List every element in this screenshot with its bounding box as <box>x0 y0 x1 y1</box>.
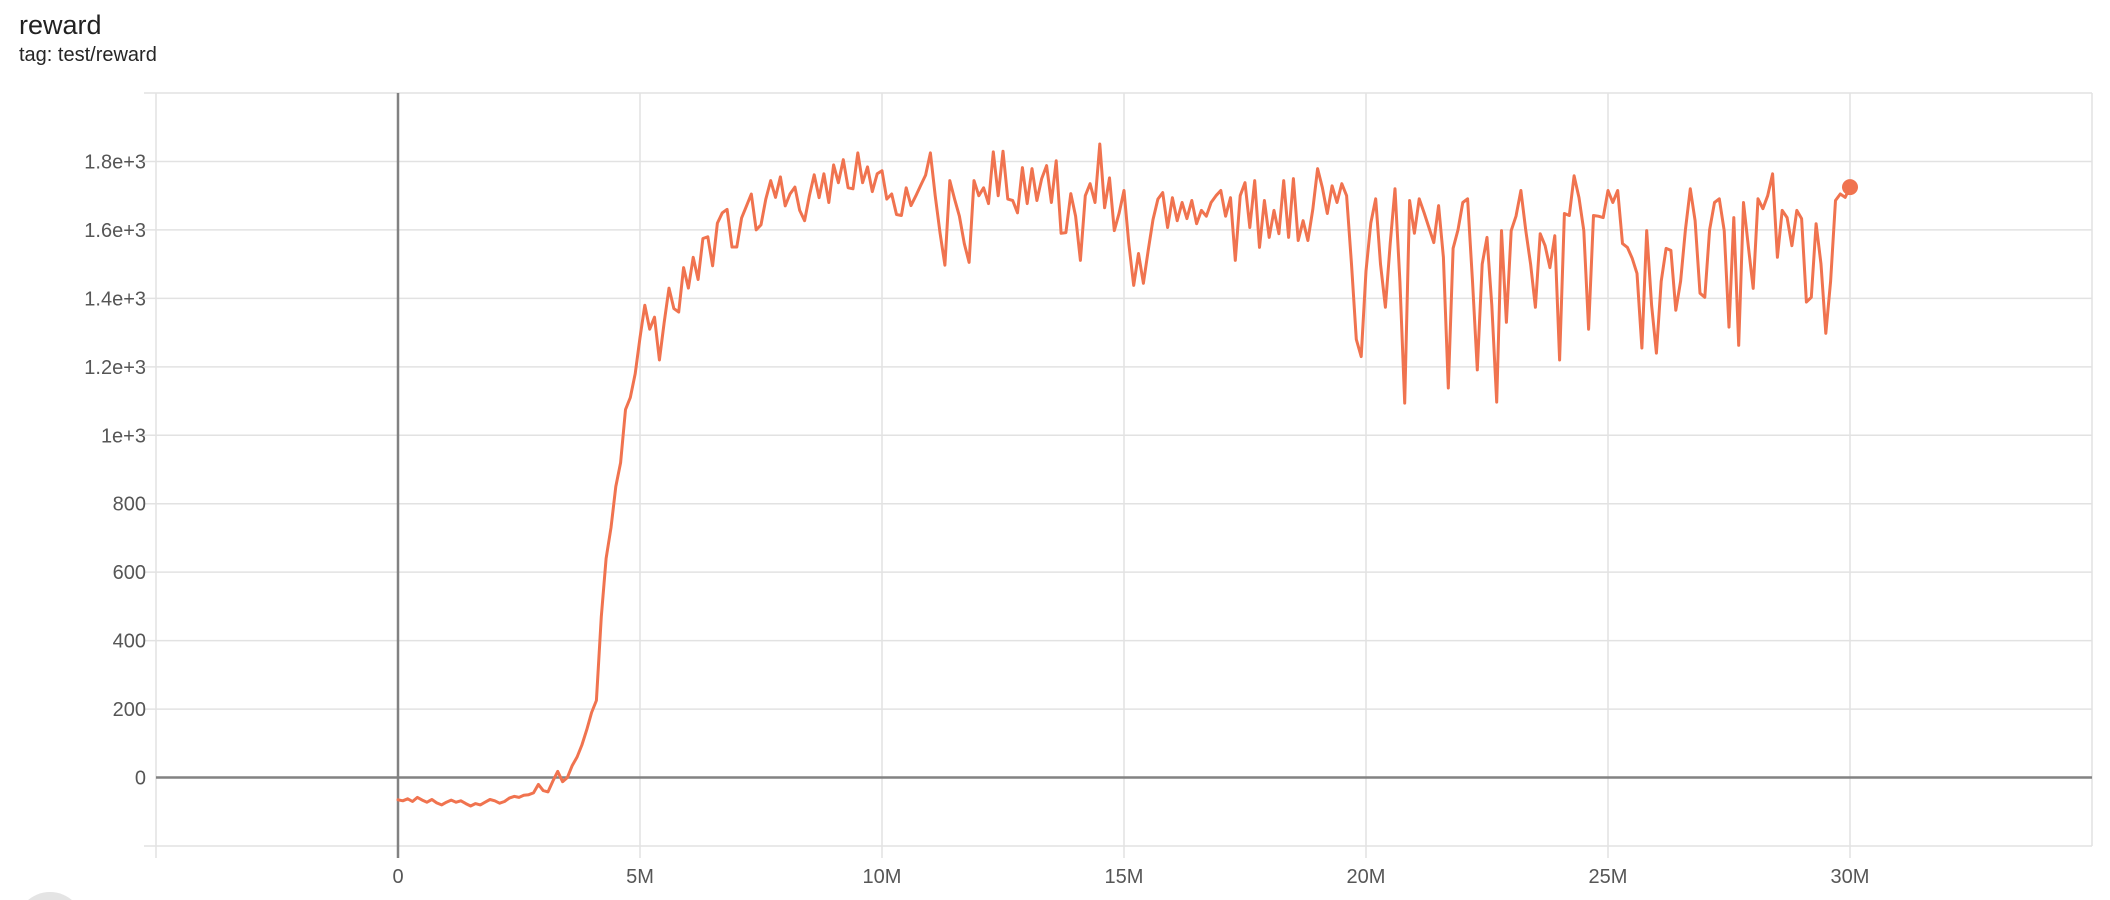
y-tick-label: 600 <box>113 562 146 584</box>
x-tick-label: 0 <box>392 866 403 888</box>
fab-button-partial[interactable] <box>16 892 84 900</box>
series-end-dot <box>1842 179 1858 196</box>
y-tick-label: 200 <box>113 699 146 721</box>
chart-title: reward <box>19 10 102 40</box>
y-tick-label: 800 <box>113 494 146 516</box>
y-tick-label: 0 <box>135 768 146 790</box>
x-tick-label: 30M <box>1831 866 1870 888</box>
series-polyline[interactable] <box>396 142 1852 808</box>
y-tick-label: 1.8e+3 <box>84 151 146 173</box>
chart-header: reward tag: test/reward <box>19 10 157 67</box>
y-tick-label: 1.2e+3 <box>84 357 146 379</box>
y-tick-label: 1.6e+3 <box>84 220 146 242</box>
y-tick-label: 400 <box>113 631 146 653</box>
x-tick-label: 15M <box>1105 866 1144 888</box>
y-tick-label: 1e+3 <box>101 425 146 447</box>
x-tick-label: 10M <box>863 866 902 888</box>
y-tick-label: 1.4e+3 <box>84 288 146 310</box>
x-tick-label: 25M <box>1589 866 1628 888</box>
chart-tag-subtitle: tag: test/reward <box>19 44 157 66</box>
x-tick-label: 5M <box>626 866 654 888</box>
x-tick-label: 20M <box>1347 866 1386 888</box>
